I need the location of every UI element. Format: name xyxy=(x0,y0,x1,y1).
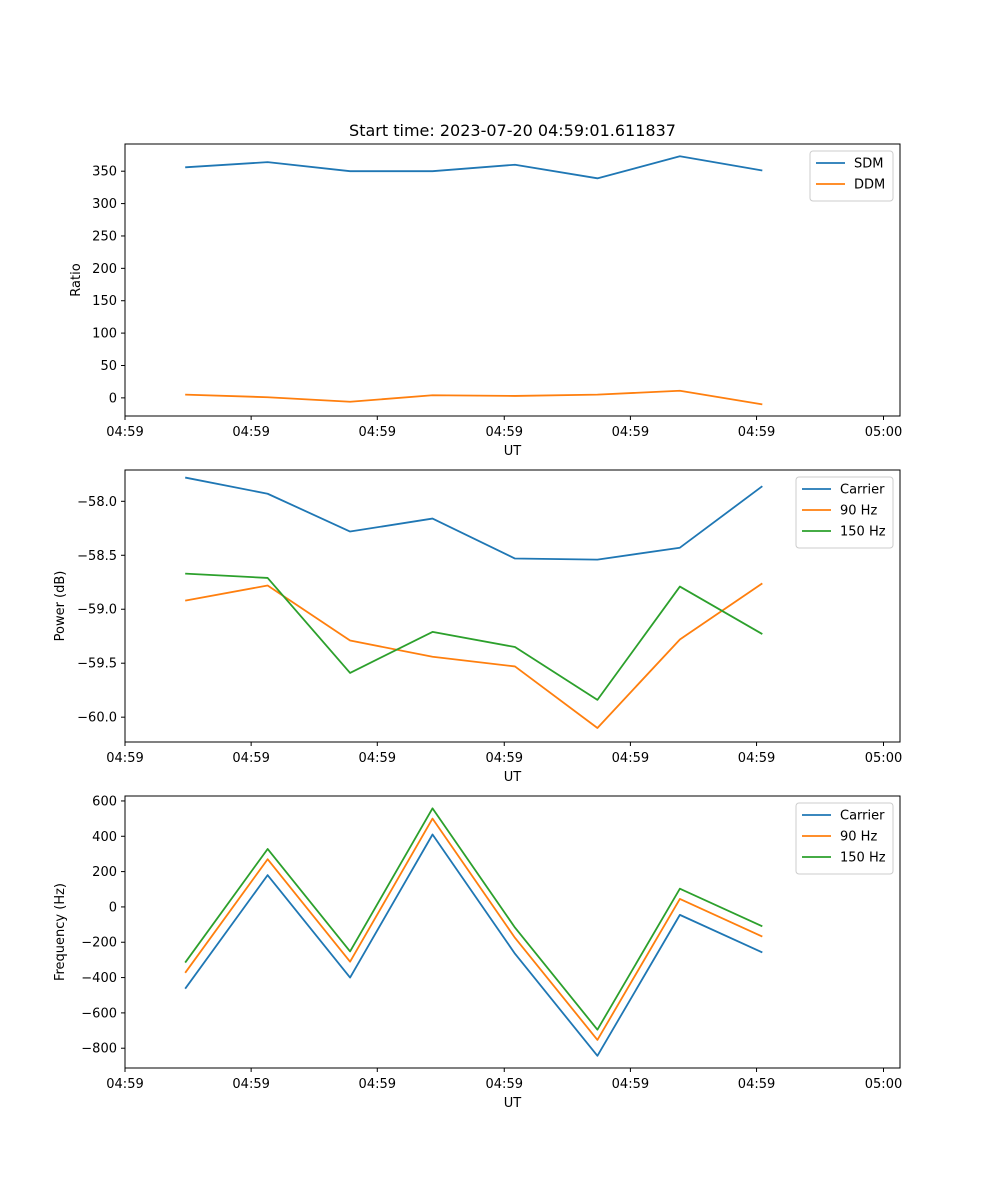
x-tick-label: 04:59 xyxy=(612,425,649,440)
x-tick-label: 04:59 xyxy=(612,1077,649,1092)
chart-title: Start time: 2023-07-20 04:59:01.611837 xyxy=(349,121,676,140)
y-tick-label: 50 xyxy=(100,359,117,374)
legend-label: DDM xyxy=(854,178,885,193)
x-tick-label: 04:59 xyxy=(738,1077,775,1092)
x-tick-label: 04:59 xyxy=(486,425,523,440)
y-tick-label: 150 xyxy=(92,294,117,309)
x-tick-label: 05:00 xyxy=(865,751,902,766)
legend-label: 150 Hz xyxy=(840,851,886,866)
y-tick-label: −60.0 xyxy=(77,711,117,726)
y-tick-label: 0 xyxy=(109,391,117,406)
legend-label: 150 Hz xyxy=(840,525,886,540)
plot-area-frame xyxy=(124,143,901,417)
y-axis-label: Power (dB) xyxy=(53,571,68,642)
series-line-carrier xyxy=(184,833,763,1057)
x-tick-label: 05:00 xyxy=(865,1077,902,1092)
legend: Carrier 90 Hz 150 Hz xyxy=(795,476,894,549)
x-axis-label: UT xyxy=(504,1096,522,1111)
chart-panel-2: 04:59 04:59 04:59 04:59 04:59 04:59 05:00 −60.0… xyxy=(53,469,902,785)
legend-label: SDM xyxy=(854,157,883,172)
chart-panel-3: 04:59 04:59 04:59 04:59 04:59 04:59 05:00 −800 −… xyxy=(53,794,902,1111)
y-tick-label: 400 xyxy=(92,830,117,845)
x-tick-label: 04:59 xyxy=(232,1077,269,1092)
x-tick-label: 04:59 xyxy=(106,425,143,440)
x-axis-label: UT xyxy=(504,444,522,459)
series-line-150-hz xyxy=(185,572,763,701)
y-tick-label: −800 xyxy=(81,1042,117,1057)
y-tick-label: 100 xyxy=(92,327,117,342)
legend: SDM DDM xyxy=(809,150,894,202)
y-axis-label: Ratio xyxy=(69,263,84,296)
plot-area-frame xyxy=(124,795,901,1069)
chart-panel-1: 04:59 04:59 04:59 04:59 04:59 04:59 05:00 0 50 10… xyxy=(69,121,902,459)
x-tick-label: 04:59 xyxy=(106,1077,143,1092)
y-axis-label: Frequency (Hz) xyxy=(53,883,68,981)
x-tick-label: 04:59 xyxy=(232,425,269,440)
series-line-carrier xyxy=(185,476,763,561)
x-tick-label: 04:59 xyxy=(738,425,775,440)
legend-label: 90 Hz xyxy=(840,830,877,845)
x-tick-label: 04:59 xyxy=(738,751,775,766)
legend-label: Carrier xyxy=(840,809,885,824)
series-line-90-hz xyxy=(184,817,763,1041)
y-tick-label: 350 xyxy=(92,165,117,180)
y-tick-label: −58.5 xyxy=(77,549,117,564)
x-axis-label: UT xyxy=(504,770,522,785)
y-tick-label: 200 xyxy=(92,262,117,277)
y-tick-label: 200 xyxy=(92,865,117,880)
x-tick-label: 05:00 xyxy=(865,425,902,440)
y-tick-label: −58.0 xyxy=(77,495,117,510)
y-tick-label: 300 xyxy=(92,197,117,212)
x-tick-label: 04:59 xyxy=(106,751,143,766)
series-line-ddm xyxy=(185,389,763,406)
x-tick-label: 04:59 xyxy=(612,751,649,766)
y-tick-label: 600 xyxy=(92,794,117,809)
x-tick-label: 04:59 xyxy=(486,751,523,766)
series-line-sdm xyxy=(185,155,763,180)
y-tick-label: −200 xyxy=(81,936,117,951)
y-tick-label: −600 xyxy=(81,1006,117,1021)
x-tick-label: 04:59 xyxy=(486,1077,523,1092)
legend: Carrier 90 Hz 150 Hz xyxy=(795,802,894,875)
y-tick-label: −400 xyxy=(81,971,117,986)
plot-area-frame xyxy=(124,469,901,743)
y-tick-label: −59.0 xyxy=(77,603,117,618)
legend-label: 90 Hz xyxy=(840,504,877,519)
y-tick-label: 250 xyxy=(92,229,117,244)
x-tick-label: 04:59 xyxy=(359,425,396,440)
y-tick-label: −59.5 xyxy=(77,657,117,672)
x-tick-label: 04:59 xyxy=(359,1077,396,1092)
legend-label: Carrier xyxy=(840,483,885,498)
series-line-150-hz xyxy=(184,807,763,1031)
x-tick-label: 04:59 xyxy=(359,751,396,766)
x-tick-label: 04:59 xyxy=(232,751,269,766)
y-tick-label: 0 xyxy=(109,900,117,915)
